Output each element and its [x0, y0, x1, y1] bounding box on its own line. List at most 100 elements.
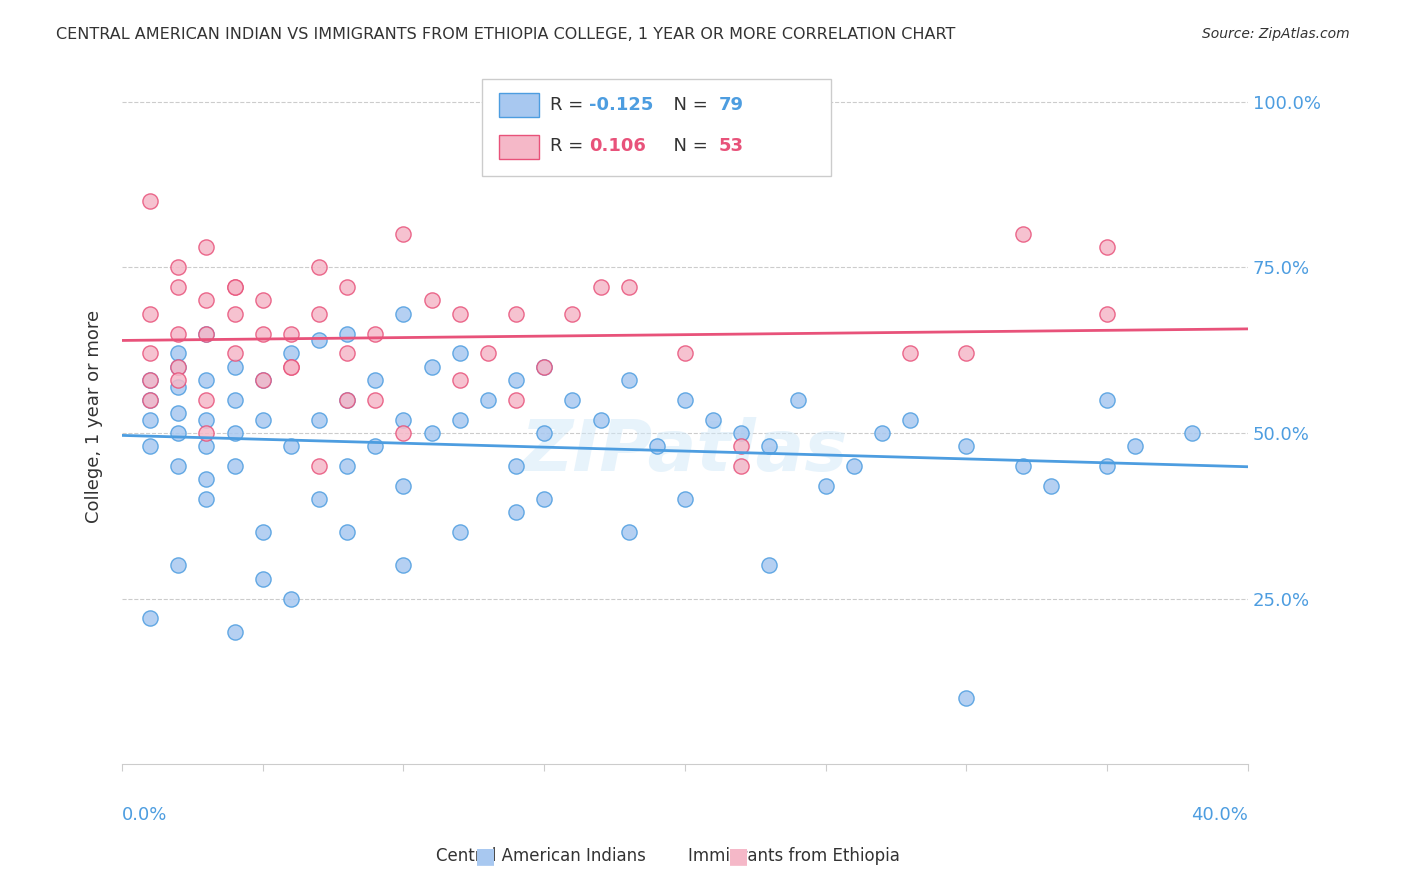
Point [195, 439, 218, 453]
Point [280, 359, 302, 374]
Point [167, 558, 190, 573]
Point [308, 492, 330, 507]
Point [364, 373, 387, 387]
Point [364, 326, 387, 341]
Point [167, 326, 190, 341]
Point [617, 373, 640, 387]
Point [533, 359, 555, 374]
Point [1180, 425, 1202, 440]
Point [252, 413, 274, 427]
Text: Immigrants from Ethiopia: Immigrants from Ethiopia [689, 847, 900, 865]
Text: ■: ■ [475, 847, 495, 866]
Point [224, 307, 246, 321]
Bar [499, 135, 538, 159]
Point [195, 293, 218, 308]
Point [1011, 227, 1033, 242]
Point [814, 479, 837, 493]
Text: 0.0%: 0.0% [122, 806, 167, 824]
Point [252, 373, 274, 387]
Point [167, 346, 190, 360]
Point [336, 525, 359, 540]
Point [533, 492, 555, 507]
Text: 53: 53 [718, 137, 744, 155]
Point [449, 373, 471, 387]
Point [449, 525, 471, 540]
Point [449, 346, 471, 360]
Point [336, 459, 359, 474]
Point [224, 359, 246, 374]
Point [308, 413, 330, 427]
Text: N =: N = [662, 95, 714, 113]
Point [561, 392, 583, 407]
Point [167, 359, 190, 374]
Point [505, 392, 527, 407]
Point [364, 392, 387, 407]
Point [1011, 459, 1033, 474]
Point [898, 413, 921, 427]
Point [955, 346, 977, 360]
Point [1095, 240, 1118, 254]
Point [280, 359, 302, 374]
Point [730, 439, 752, 453]
Point [364, 439, 387, 453]
Point [139, 413, 162, 427]
Point [195, 413, 218, 427]
Point [195, 492, 218, 507]
Point [505, 506, 527, 520]
Point [252, 373, 274, 387]
Point [224, 425, 246, 440]
Bar [499, 93, 538, 117]
Point [139, 194, 162, 208]
Bar [482, 79, 831, 177]
Point [195, 373, 218, 387]
Text: CENTRAL AMERICAN INDIAN VS IMMIGRANTS FROM ETHIOPIA COLLEGE, 1 YEAR OR MORE CORR: CENTRAL AMERICAN INDIAN VS IMMIGRANTS FR… [56, 27, 956, 42]
Point [308, 260, 330, 275]
Point [167, 359, 190, 374]
Text: 0.106: 0.106 [589, 137, 647, 155]
Point [280, 439, 302, 453]
Text: R =: R = [550, 137, 589, 155]
Point [758, 558, 780, 573]
Point [252, 525, 274, 540]
Point [308, 307, 330, 321]
Point [730, 425, 752, 440]
Point [139, 392, 162, 407]
Point [280, 591, 302, 606]
Point [955, 691, 977, 706]
Point [392, 227, 415, 242]
Point [167, 373, 190, 387]
Point [195, 326, 218, 341]
Text: -0.125: -0.125 [589, 95, 654, 113]
Point [308, 459, 330, 474]
Text: Central American Indians: Central American Indians [436, 847, 647, 865]
Point [1095, 392, 1118, 407]
Point [589, 413, 612, 427]
Point [505, 373, 527, 387]
Point [702, 413, 724, 427]
Point [477, 392, 499, 407]
Point [167, 459, 190, 474]
Point [392, 425, 415, 440]
Point [224, 624, 246, 639]
Text: ■: ■ [728, 847, 748, 866]
Point [673, 492, 696, 507]
Point [955, 439, 977, 453]
Point [139, 392, 162, 407]
Point [617, 525, 640, 540]
Point [449, 307, 471, 321]
Point [1095, 459, 1118, 474]
Point [420, 293, 443, 308]
Point [280, 326, 302, 341]
Point [139, 439, 162, 453]
Point [139, 307, 162, 321]
Point [617, 280, 640, 294]
Point [673, 392, 696, 407]
Point [336, 346, 359, 360]
Point [1039, 479, 1062, 493]
Point [336, 326, 359, 341]
Point [392, 307, 415, 321]
Point [645, 439, 668, 453]
Point [392, 413, 415, 427]
Point [392, 558, 415, 573]
Point [139, 373, 162, 387]
